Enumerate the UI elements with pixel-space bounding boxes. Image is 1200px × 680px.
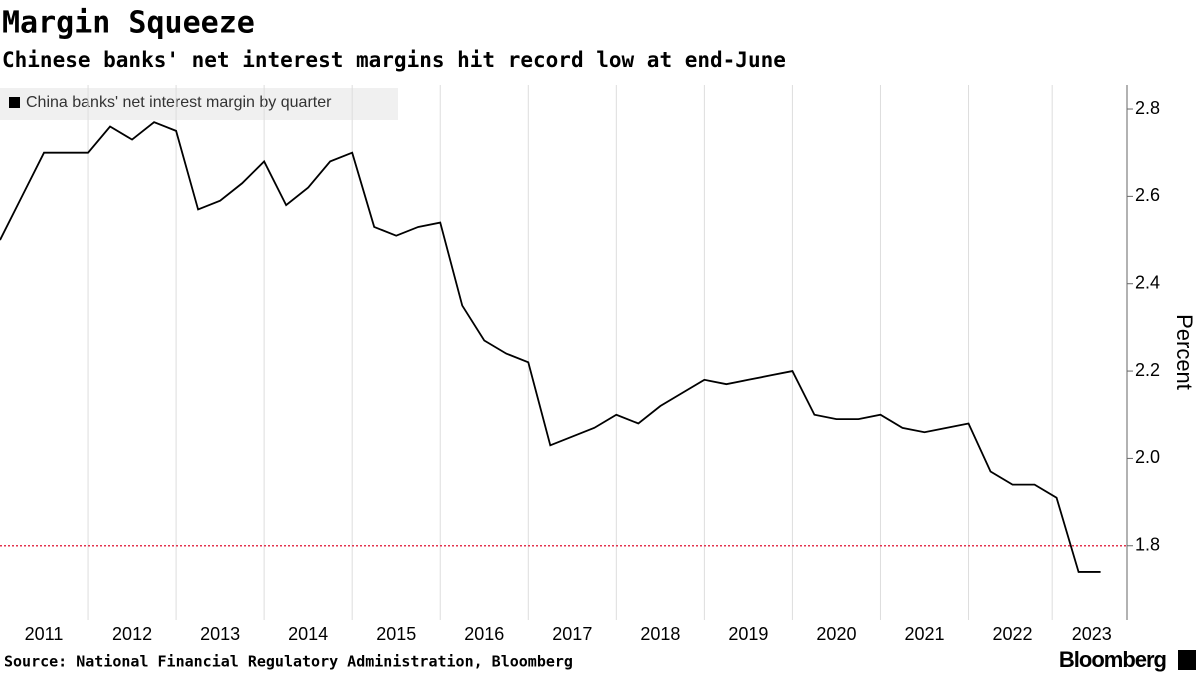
y-tick-label: 2.8 xyxy=(1135,98,1160,118)
brand: Bloomberg xyxy=(1059,647,1166,672)
x-tick-label: 2017 xyxy=(552,624,592,644)
x-tick-label: 2011 xyxy=(25,624,64,644)
chart-title: Margin Squeeze xyxy=(2,6,255,41)
x-tick-label: 2016 xyxy=(464,624,504,644)
y-tick-label: 2.4 xyxy=(1135,272,1160,292)
x-tick-label: 2018 xyxy=(640,624,680,644)
x-tick-label: 2014 xyxy=(288,624,328,644)
y-tick-label: 1.8 xyxy=(1135,535,1160,555)
data-line xyxy=(0,121,1101,573)
y-tick-label: 2.6 xyxy=(1135,185,1160,205)
x-tick-label: 2013 xyxy=(200,624,240,644)
x-tick-label: 2015 xyxy=(376,624,416,644)
x-tick-label: 2019 xyxy=(728,624,768,644)
y-tick-label: 2.2 xyxy=(1135,360,1160,380)
x-tick-label: 2021 xyxy=(904,624,944,644)
chart-subtitle: Chinese banks' net interest margins hit … xyxy=(2,48,786,72)
y-axis-title: Percent xyxy=(1172,314,1197,390)
x-tick-label: 2012 xyxy=(112,624,152,644)
source: Source: National Financial Regulatory Ad… xyxy=(4,653,573,671)
x-tick-label: 2022 xyxy=(993,624,1033,644)
legend-label: China banks' net interest margin by quar… xyxy=(26,94,332,111)
x-tick-label: 2023 xyxy=(1072,624,1112,644)
x-tick-label: 2020 xyxy=(816,624,856,644)
y-tick-label: 2.0 xyxy=(1135,447,1160,467)
legend-swatch xyxy=(9,97,20,108)
brand-icon xyxy=(1178,650,1196,670)
legend-box xyxy=(0,88,398,120)
